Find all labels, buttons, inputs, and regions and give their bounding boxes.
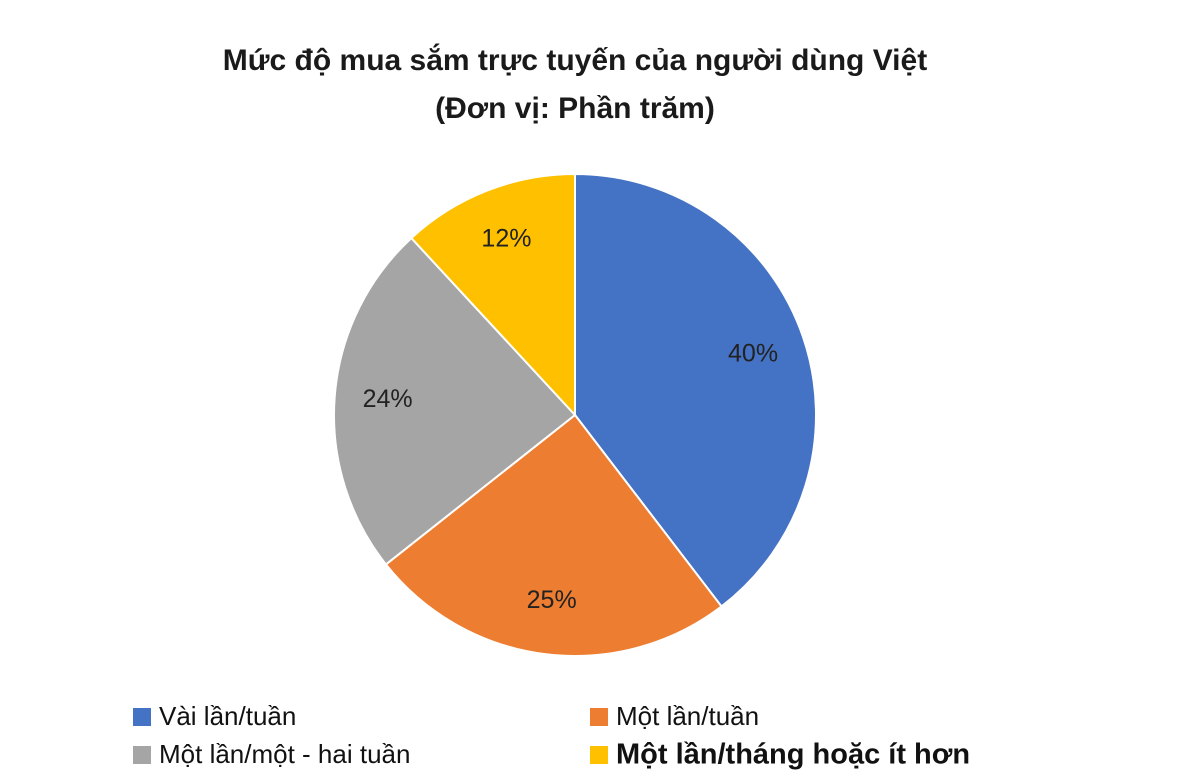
pie-slice (409, 172, 576, 418)
pie-slice (574, 172, 817, 608)
data-label: 12% (481, 225, 531, 253)
data-label: 24% (363, 385, 413, 413)
legend-label: Một lần/một - hai tuần (159, 739, 410, 769)
legend-label: Vài lần/tuần (159, 701, 296, 731)
chart-title: Mức độ mua sắm trực tuyến của người dùng… (223, 43, 927, 77)
pie-slice (333, 236, 577, 566)
data-label: 40% (728, 339, 778, 367)
data-label: 25% (527, 586, 577, 614)
chart-subtitle: (Đơn vị: Phần trăm) (435, 92, 715, 125)
legend-swatch (133, 708, 151, 726)
legend-swatch (590, 708, 608, 726)
legend-swatch (590, 746, 608, 764)
legend-label: Một lần/tuần (616, 701, 759, 731)
pie-slice (384, 413, 723, 657)
legend-swatch (133, 746, 151, 764)
legend-label: Một lần/tháng hoặc ít hơn (616, 739, 970, 771)
